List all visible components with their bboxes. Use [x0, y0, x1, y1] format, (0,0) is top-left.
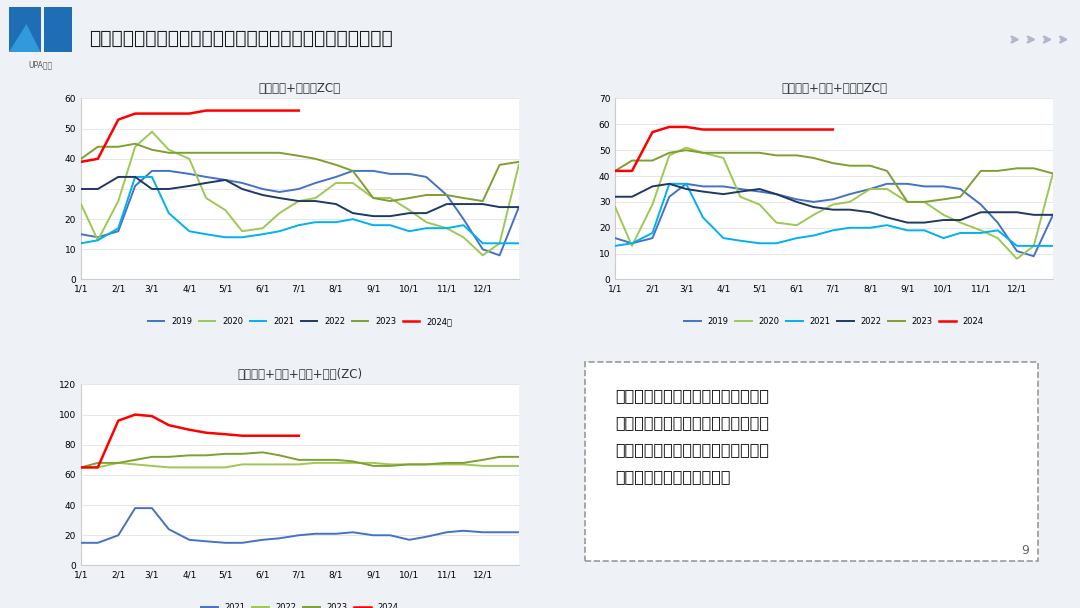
Bar [44, 7, 72, 52]
Legend: 2019, 2020, 2021, 2022, 2023, 2024: 2019, 2020, 2021, 2022, 2023, 2024 [681, 314, 987, 330]
Text: 9: 9 [1021, 544, 1029, 557]
Title: 库存华东+华南（ZC）: 库存华东+华南（ZC） [259, 81, 341, 95]
Text: 库存：整体高位小幅下降，未来几周华南及上游料仍去库为主: 库存：整体高位小幅下降，未来几周华南及上游料仍去库为主 [89, 29, 392, 47]
Legend: 2019, 2020, 2021, 2022, 2023, 2024年: 2019, 2020, 2021, 2022, 2023, 2024年 [145, 314, 456, 330]
Text: UPA众联: UPA众联 [28, 60, 53, 69]
Bar [9, 7, 41, 52]
Title: 库存华东+华南+西南（ZC）: 库存华东+华南+西南（ZC） [781, 81, 887, 95]
Legend: 2021, 2022, 2023, 2024: 2021, 2022, 2023, 2024 [198, 600, 402, 608]
FancyBboxPatch shape [585, 362, 1038, 561]
Text: 近期华南库存表现为下降，和洪水导
致装卸困难有关。未来几周大装置集
中检修且渤化意外停车，料华南库存
及上游库存仍以下降为主。: 近期华南库存表现为下降，和洪水导 致装卸困难有关。未来几周大装置集 中检修且渤化… [616, 388, 769, 483]
Polygon shape [9, 24, 41, 52]
Title: 库存华东+华南+西南+上游(ZC): 库存华东+华南+西南+上游(ZC) [238, 367, 363, 381]
